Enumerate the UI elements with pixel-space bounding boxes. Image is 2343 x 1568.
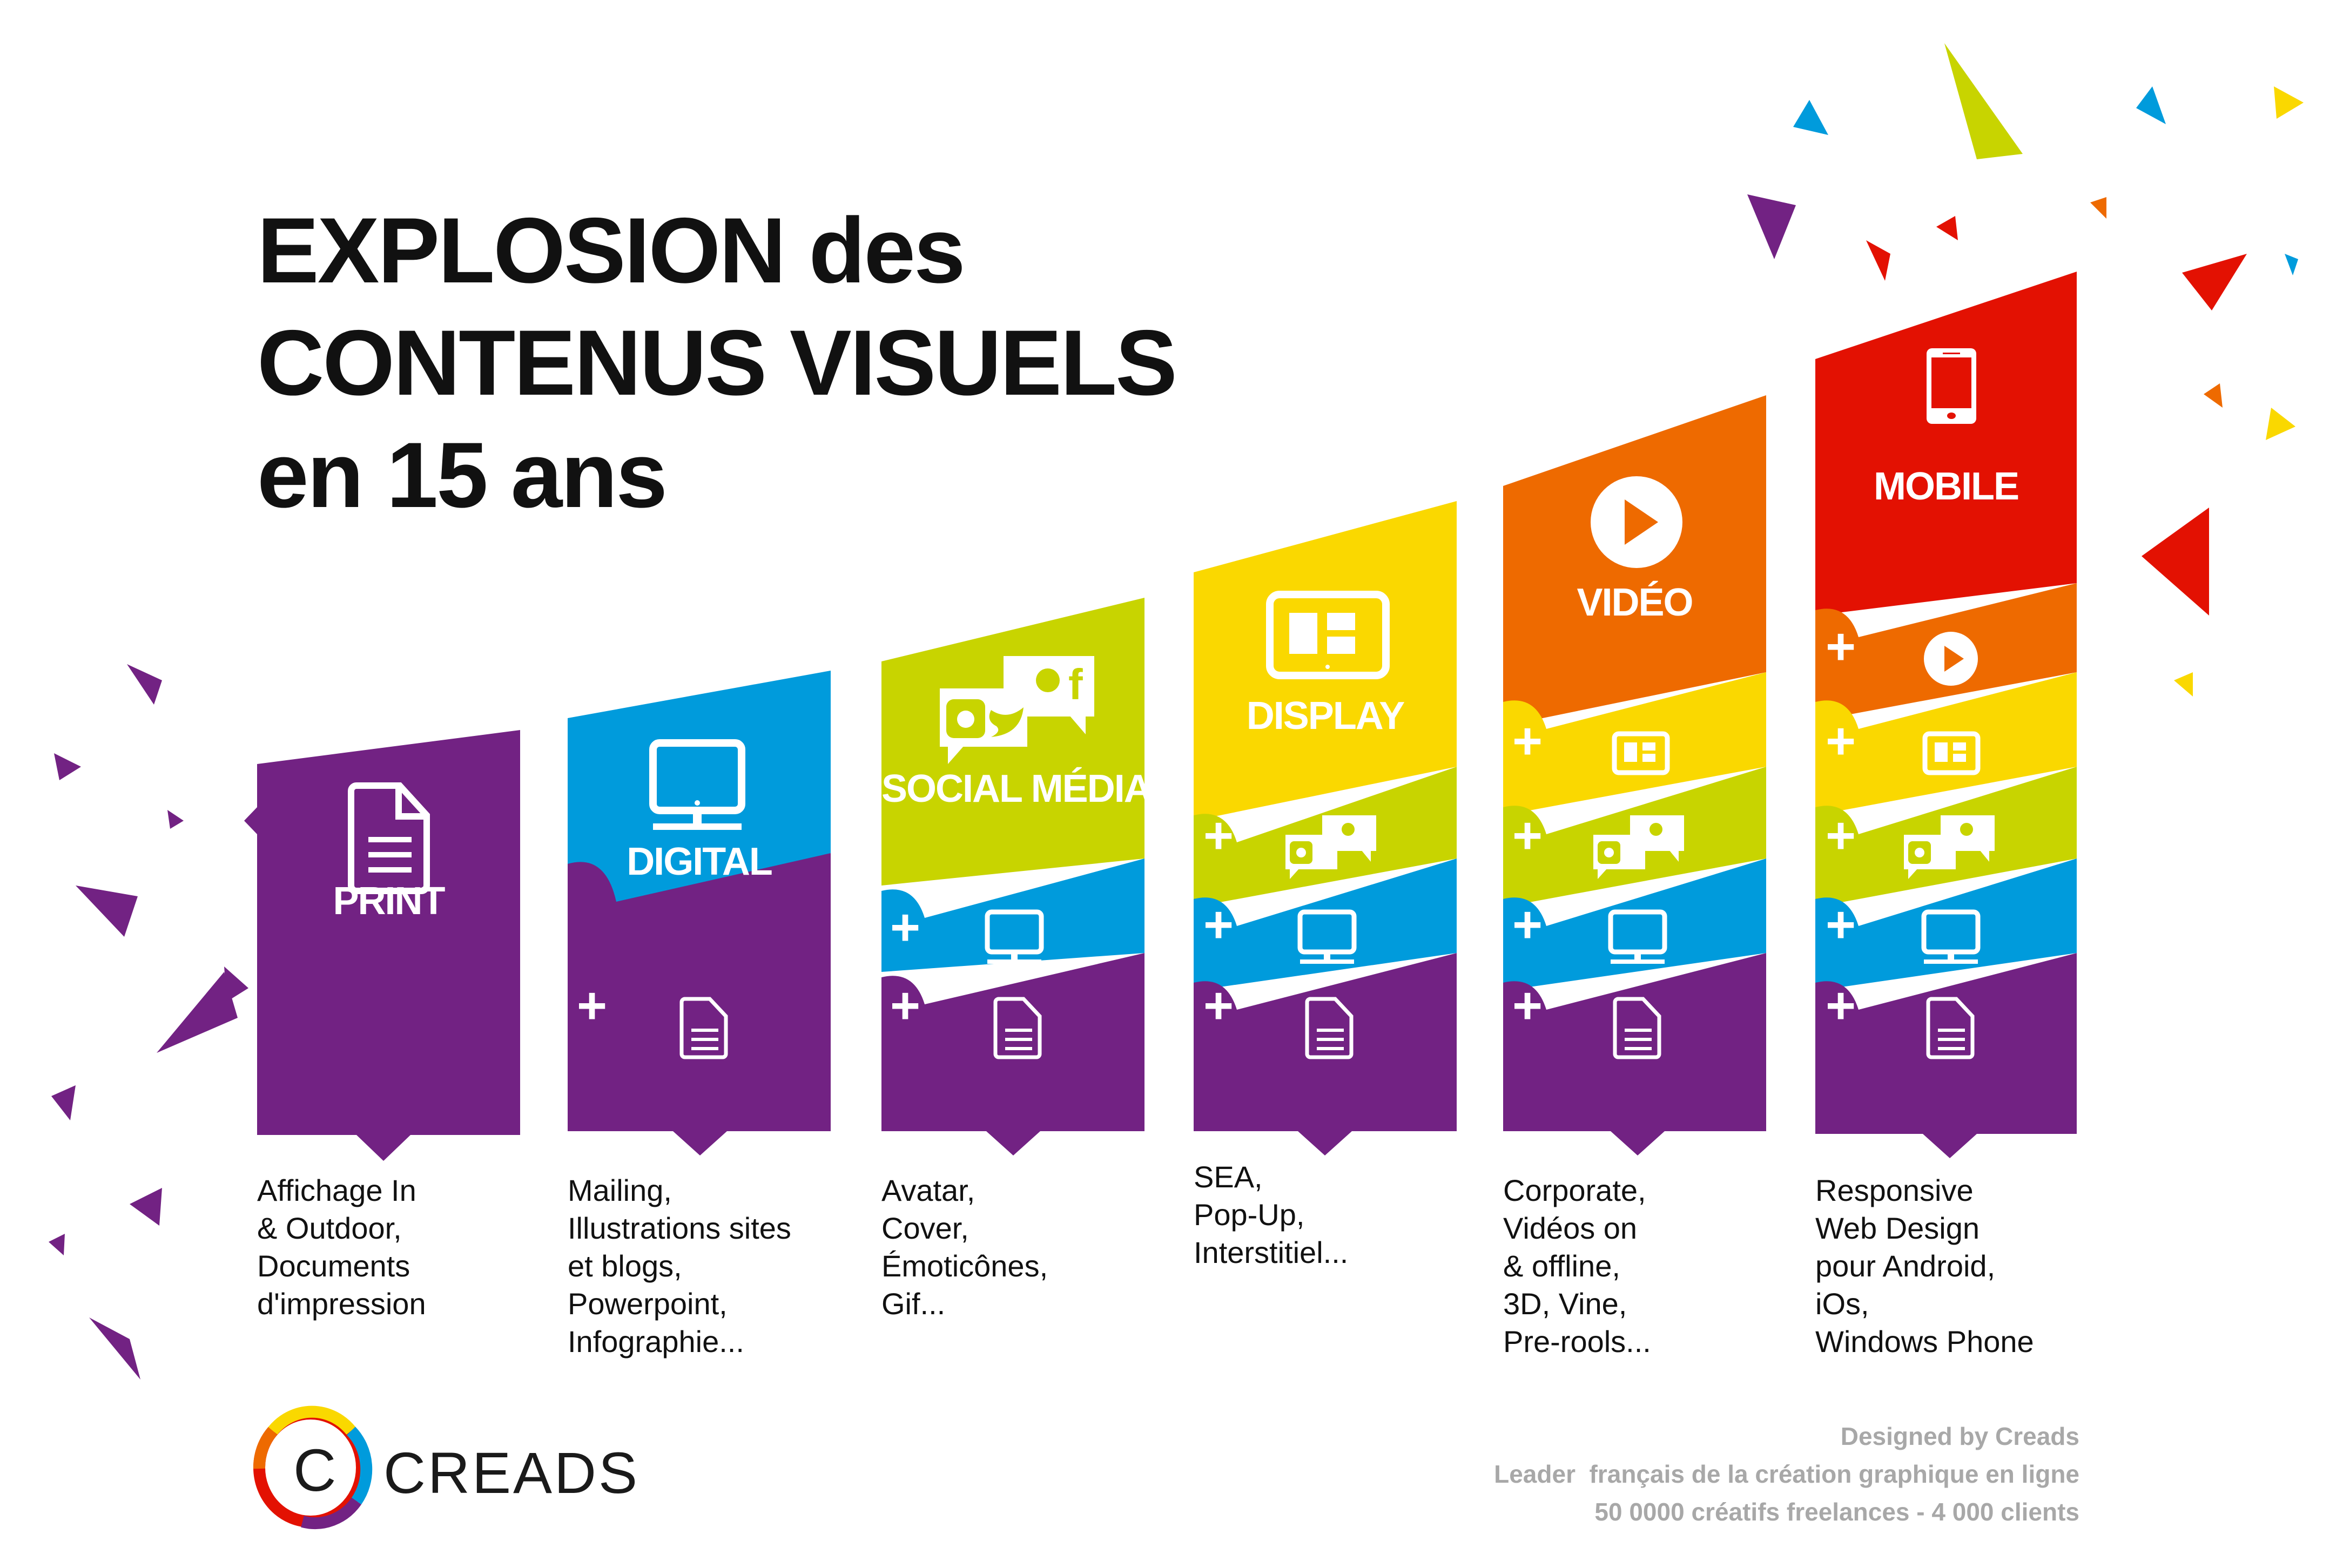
- monitor-icon: [985, 909, 1044, 964]
- plus-icon: +: [1203, 977, 1234, 1035]
- svg-text:f: f: [1068, 660, 1083, 708]
- document-icon: [993, 997, 1042, 1059]
- description-digital: Mailing, Illustrations sites et blogs, P…: [568, 1173, 791, 1359]
- plus-icon: +: [1826, 977, 1856, 1035]
- plus-icon: +: [1826, 807, 1856, 864]
- plus-icon: +: [577, 977, 608, 1035]
- social-bubbles-icon: [1593, 815, 1684, 879]
- tablet-layout-icon: [1612, 731, 1670, 775]
- document-icon: [348, 782, 430, 894]
- column-print: [244, 730, 520, 1161]
- label-display: DISPLAY: [1246, 694, 1405, 738]
- column-mobile: [1815, 272, 2077, 1158]
- document-icon: [679, 997, 728, 1059]
- monitor-icon: [1608, 909, 1667, 964]
- description-video: Corporate, Vidéos on & offline, 3D, Vine…: [1503, 1173, 1651, 1359]
- label-mobile: MOBILE: [1874, 465, 2019, 508]
- plus-icon: +: [1826, 712, 1856, 770]
- creads-logo-ring: [253, 1405, 373, 1530]
- brand-name: CREADS: [383, 1440, 640, 1505]
- label-digital: DIGITAL: [627, 840, 773, 883]
- document-icon: [1305, 997, 1354, 1059]
- description-display: SEA, Pop-Up, Interstitiel...: [1194, 1160, 1349, 1269]
- title-line-1: EXPLOSION des: [257, 199, 966, 302]
- column-video: [1503, 395, 1766, 1155]
- title-line-2: CONTENUS VISUELS: [257, 311, 1177, 415]
- plus-icon: +: [1512, 712, 1543, 770]
- title-line-3: en 15 ans: [257, 423, 668, 527]
- stats-line: 50 0000 créatifs freelances - 4 000 clie…: [1594, 1498, 2079, 1526]
- monitor-icon: [649, 739, 745, 830]
- column-display: [1194, 501, 1457, 1155]
- plus-icon: +: [1512, 807, 1543, 864]
- description-mobile: Responsive Web Design pour Android, iOs,…: [1815, 1173, 2034, 1359]
- description-print: Affichage In & Outdoor, Documents d'impr…: [257, 1173, 426, 1321]
- label-social: SOCIAL MÉDIA: [881, 767, 1152, 810]
- monitor-icon: [1297, 909, 1357, 964]
- footer-credits: Designed by Creads Leader français de la…: [1494, 1417, 2079, 1531]
- social-bubbles-icon: [1904, 815, 1995, 879]
- description-social: Avatar, Cover, Émoticônes, Gif...: [881, 1173, 1048, 1321]
- monitor-icon: [1921, 909, 1981, 964]
- plus-icon: +: [1826, 896, 1856, 954]
- logo-letter: C: [293, 1437, 336, 1504]
- play-icon: [1591, 476, 1682, 568]
- smartphone-icon: [1927, 348, 1976, 424]
- document-icon: [1613, 997, 1661, 1059]
- confetti-triangles: [49, 43, 2304, 1380]
- plus-icon: +: [1512, 896, 1543, 954]
- plus-icon: +: [1512, 977, 1543, 1035]
- plus-icon: +: [1826, 618, 1856, 675]
- tablet-layout-icon: [1266, 591, 1390, 679]
- social-bubbles-icon: [1285, 815, 1376, 879]
- column-social: f: [881, 598, 1144, 1155]
- credit-line: Designed by Creads: [1840, 1422, 2079, 1450]
- label-video: VIDÉO: [1577, 581, 1693, 624]
- tablet-layout-icon: [1922, 731, 1981, 775]
- document-icon: [1926, 997, 1975, 1059]
- social-bubbles-icon: f: [940, 656, 1094, 764]
- plus-icon: +: [890, 977, 921, 1035]
- label-print: PRINT: [333, 880, 446, 923]
- tagline: Leader français de la création graphique…: [1494, 1460, 2079, 1488]
- page-title: EXPLOSION des CONTENUS VISUELS en 15 ans: [257, 194, 1177, 531]
- play-icon: [1924, 632, 1978, 686]
- column-digital: [568, 671, 831, 1155]
- plus-icon: +: [1203, 807, 1234, 864]
- plus-icon: +: [1203, 896, 1234, 954]
- plus-icon: +: [890, 898, 921, 956]
